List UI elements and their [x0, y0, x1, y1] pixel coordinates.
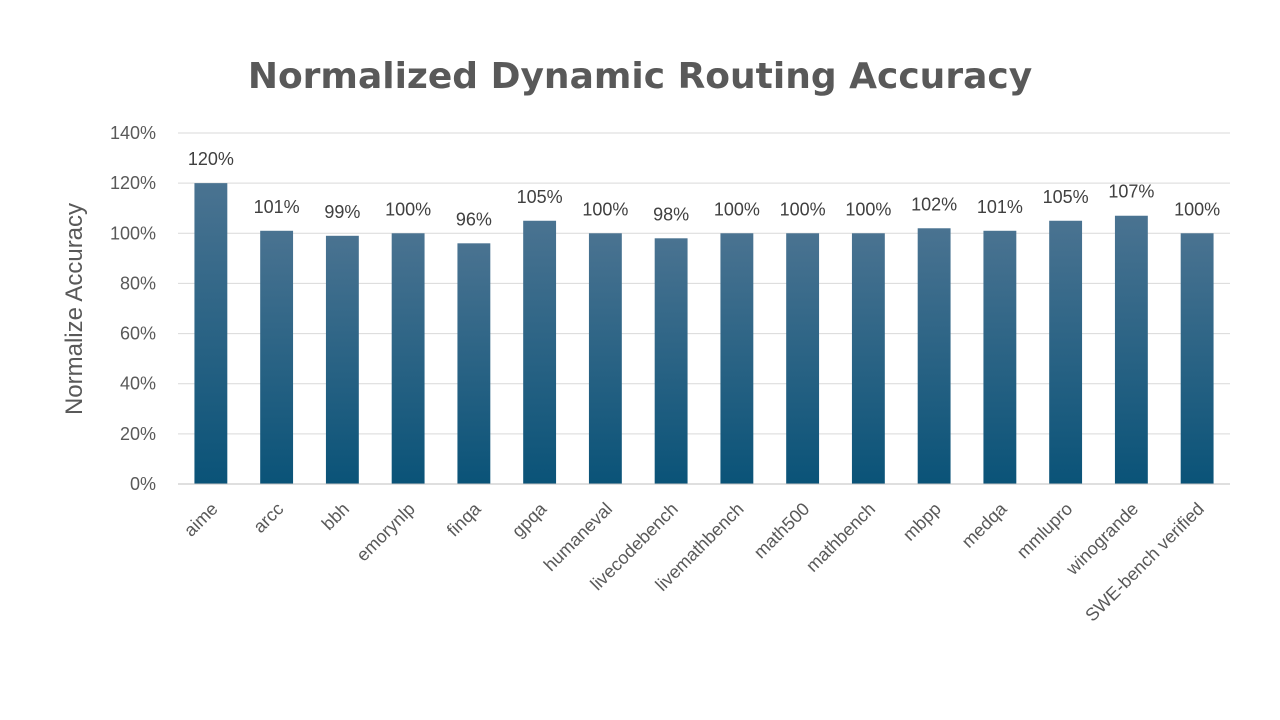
category-label: emorynlp: [352, 499, 418, 565]
data-label: 100%: [714, 199, 760, 219]
data-label: 100%: [1174, 199, 1220, 219]
bar-aime: [194, 183, 228, 484]
y-axis-ticks: 0% 20% 40% 60% 80% 100% 120% 140%: [110, 123, 156, 494]
y-tick-label: 0%: [130, 474, 156, 494]
bar-livemathbench: [720, 233, 754, 484]
data-label: 105%: [517, 187, 563, 207]
bars: [194, 183, 1214, 484]
data-label: 102%: [911, 194, 957, 214]
data-label: 100%: [582, 199, 628, 219]
bar-mmlupro: [1049, 220, 1083, 484]
bar-medqa: [983, 230, 1017, 484]
data-label: 96%: [456, 209, 492, 229]
category-label: medqa: [958, 498, 1012, 552]
category-labels: aime arcc bbh emorynlp finqa gpqahumanevalliv…: [180, 498, 1208, 625]
data-label: 107%: [1108, 182, 1154, 202]
category-label: mbpp: [899, 499, 945, 545]
y-tick-label: 40%: [120, 374, 156, 394]
bar-emorynlp: [391, 233, 425, 484]
bar-humaneval: [588, 233, 622, 484]
data-label: 98%: [653, 204, 689, 224]
y-tick-label: 100%: [110, 223, 156, 243]
category-label: gpqa: [508, 498, 551, 541]
bar-swe-bench-verified: [1180, 233, 1214, 484]
bar-livecodebench: [654, 238, 688, 484]
data-label: 101%: [977, 197, 1023, 217]
y-tick-label: 140%: [110, 123, 156, 143]
category-label: math500: [750, 499, 814, 563]
bar-math500: [786, 233, 820, 484]
bar-finqa: [457, 243, 491, 484]
category-label: bbh: [318, 499, 353, 534]
category-label: aime: [180, 499, 222, 541]
y-tick-label: 120%: [110, 173, 156, 193]
category-label: SWE-bench verified: [1081, 499, 1208, 626]
category-label: finqa: [443, 498, 485, 540]
category-label: arcc: [249, 499, 287, 537]
bar-mathbench: [851, 233, 885, 484]
y-tick-label: 80%: [120, 273, 156, 293]
y-axis-label: Normalize Accuracy: [61, 203, 88, 415]
y-tick-label: 60%: [120, 324, 156, 344]
data-label: 100%: [845, 199, 891, 219]
category-label: mmlupro: [1013, 499, 1077, 563]
data-label: 99%: [324, 202, 360, 222]
bar-arcc: [260, 230, 294, 484]
data-label: 101%: [254, 197, 300, 217]
data-label: 100%: [385, 199, 431, 219]
bar-gpqa: [523, 220, 557, 484]
data-label: 105%: [1043, 187, 1089, 207]
bar-bbh: [325, 235, 359, 484]
category-label: mathbench: [802, 499, 879, 576]
y-tick-label: 20%: [120, 424, 156, 444]
bar-winogrande: [1114, 215, 1148, 484]
chart-title: Normalized Dynamic Routing Accuracy: [248, 56, 1032, 97]
bar-mbpp: [917, 228, 951, 484]
data-labels: 120% 101% 99% 100% 96% 105% 100% 98% 100% 100% 100…: [188, 149, 1220, 229]
data-label: 100%: [780, 199, 826, 219]
data-label: 120%: [188, 149, 234, 169]
